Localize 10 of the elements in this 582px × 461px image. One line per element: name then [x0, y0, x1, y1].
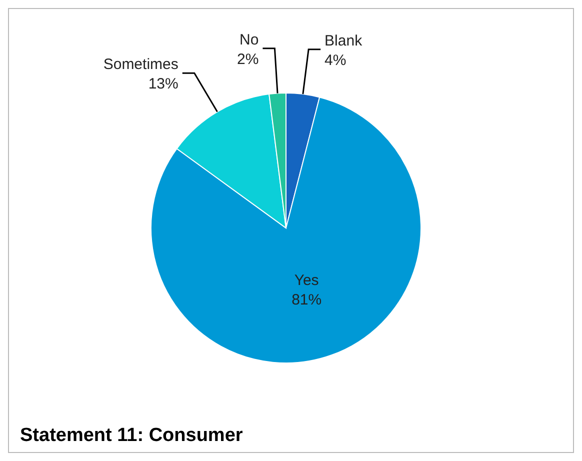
slice-label: Blank: [324, 32, 363, 50]
data-label: 4%: [324, 52, 346, 69]
data-label: 81%: [292, 292, 322, 309]
slice-label: Sometimes: [103, 56, 178, 74]
pie-slice: [150, 96, 422, 364]
slice-label: Yes: [294, 272, 319, 290]
data-label: 13%: [148, 76, 178, 93]
slice-label: No: [240, 31, 259, 48]
text: Statement 11: Consumer: [20, 425, 244, 446]
data-label: 2%: [237, 50, 259, 68]
